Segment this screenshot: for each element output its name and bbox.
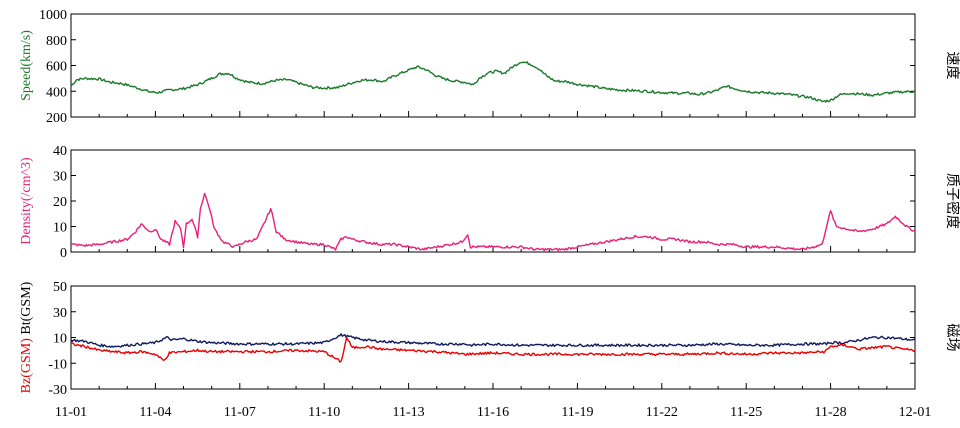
x-tick-label: 11-25	[730, 405, 762, 420]
x-tick-label: 11-01	[55, 405, 87, 420]
y-axis-label-part: Speed(km/s)	[19, 30, 34, 101]
series-line-density-cm-3	[71, 192, 916, 252]
y-tick-label: 10	[53, 221, 67, 236]
y-tick-label: -10	[48, 357, 67, 372]
x-tick-label: 11-28	[815, 405, 847, 420]
y-tick-label: 400	[46, 85, 67, 100]
series-line-speed-km-s	[70, 61, 916, 103]
x-tick-label: 11-04	[139, 405, 171, 420]
y-tick-label: -30	[48, 383, 67, 398]
x-tick-label: 11-07	[224, 405, 256, 420]
x-tick-label: 11-19	[561, 405, 593, 420]
y-tick-label: 800	[46, 34, 67, 49]
y-tick-label: 30	[53, 170, 67, 185]
x-axis: 11-01 11-04 11-07 11-10 11-13 11-16 11-19 11-22…	[55, 405, 931, 420]
y-axis-label-part: Density(/cm^3)	[19, 157, 34, 245]
y-tick-label: 600	[46, 60, 67, 75]
panel-side-label: 速度	[944, 52, 960, 80]
y-tick-label: 10	[53, 332, 67, 347]
y-axis-label: Density(/cm^3)	[19, 157, 34, 245]
x-tick-label: 12-01	[899, 405, 932, 420]
magnetic-field-panel: -30 -10 10 30 50 Bz(GSM) Bt(GSM) 磁场	[19, 280, 960, 398]
x-tick-label: 11-13	[393, 405, 425, 420]
y-tick-label: 40	[53, 144, 67, 159]
panel-side-label: 质子密度	[944, 173, 960, 229]
plot-frame	[70, 13, 916, 118]
y-tick-label: 20	[53, 195, 67, 210]
x-tick-label: 11-16	[477, 405, 509, 420]
density-panel: 0 10 20 30 40 Density(/cm^3) 质子密度	[19, 144, 960, 261]
x-tick-label: 11-22	[646, 405, 678, 420]
plot-frame	[70, 285, 916, 390]
panel-side-label: 磁场	[944, 324, 960, 352]
y-tick-label: 30	[53, 306, 67, 321]
y-axis-label: Speed(km/s)	[19, 30, 34, 101]
x-tick-label: 11-10	[308, 405, 340, 420]
series-line-bz-gsm	[70, 336, 916, 363]
series-line-bt-gsm	[70, 333, 916, 348]
y-tick-label: 0	[60, 246, 67, 261]
plot-frame	[70, 149, 916, 253]
speed-panel: 200 400 600 800 1000 Speed(km/s) 速度	[19, 8, 960, 126]
y-tick-label: 1000	[39, 8, 67, 23]
y-axis-label-part: Bz(GSM)	[19, 338, 34, 394]
y-axis-label: Bz(GSM) Bt(GSM)	[19, 281, 34, 393]
y-tick-label: 50	[53, 280, 67, 295]
y-tick-label: 200	[46, 111, 67, 126]
y-axis-label-part: Bt(GSM)	[19, 281, 34, 334]
